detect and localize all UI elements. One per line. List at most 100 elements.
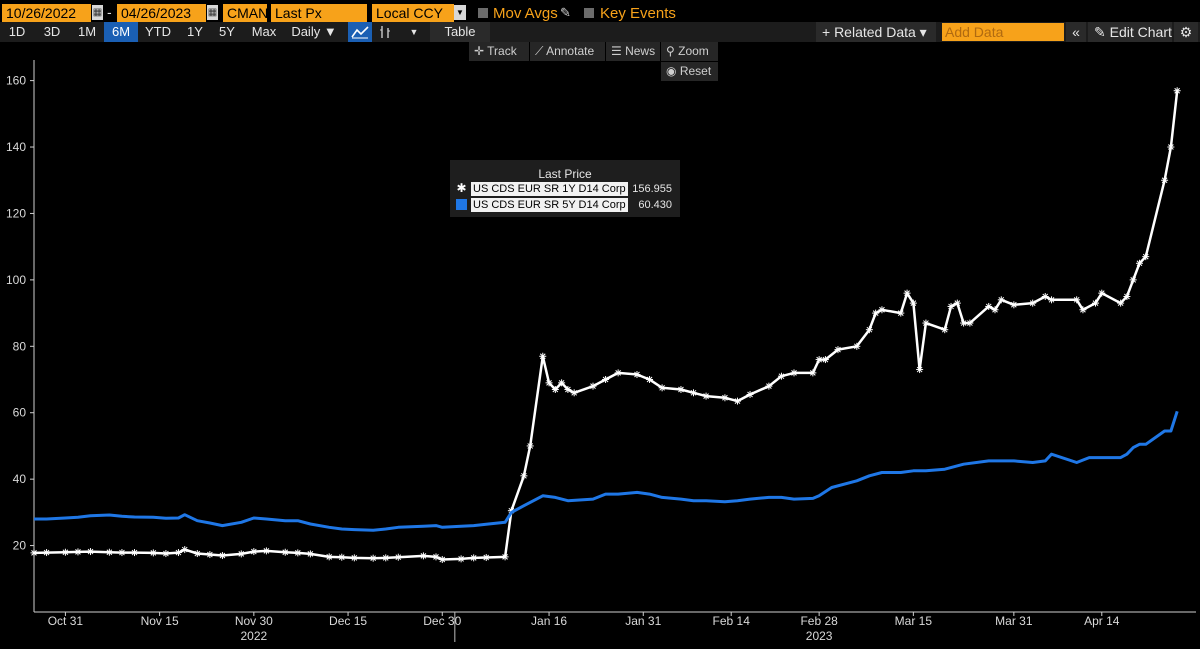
related-data-button[interactable]: + Related Data ▾ — [816, 22, 936, 42]
x-tick-label: Jan 16 — [531, 614, 567, 628]
chart-type-dropdown-icon[interactable]: ▼ — [409, 27, 419, 37]
legend-value-5y: 60.430 — [638, 199, 672, 211]
data-point-1y — [325, 553, 333, 561]
reset-icon: ◉ — [666, 64, 680, 78]
mov-avgs-label[interactable]: Mov Avgs — [493, 5, 558, 22]
x-tick-label: Feb 14 — [713, 614, 751, 628]
data-point-1y — [853, 342, 861, 350]
data-point-1y — [382, 554, 390, 562]
data-point-1y — [677, 385, 685, 393]
data-point-1y — [162, 550, 170, 558]
data-point-1y — [130, 549, 138, 557]
legend-marker-1y: ✱ — [456, 181, 467, 195]
data-point-1y — [149, 549, 157, 557]
data-point-1y — [602, 376, 610, 384]
range-button-1y[interactable]: 1Y — [187, 24, 203, 39]
gear-icon[interactable]: ⚙ — [1174, 22, 1198, 42]
data-point-1y — [809, 369, 817, 377]
data-point-1y — [790, 369, 798, 377]
data-point-1y — [526, 442, 534, 450]
chart-legend: Last Price ✱ US CDS EUR SR 1Y D14 Corp 1… — [450, 160, 680, 217]
collapse-icon[interactable]: « — [1066, 22, 1086, 42]
data-point-1y — [564, 385, 572, 393]
bar-chart-type-icon[interactable] — [374, 22, 396, 42]
pencil-icon[interactable]: ✎ — [560, 5, 571, 20]
data-point-1y — [105, 548, 113, 556]
key-events-label[interactable]: Key Events — [600, 5, 676, 22]
x-tick-label: Mar 31 — [995, 614, 1033, 628]
start-date-field[interactable]: 10/26/2022 — [2, 4, 91, 22]
data-point-1y — [87, 548, 95, 556]
annotate-icon: ⟋ — [535, 44, 547, 58]
data-point-1y — [250, 548, 258, 556]
data-point-1y — [1135, 259, 1143, 267]
data-point-1y — [61, 548, 69, 556]
range-button-5y[interactable]: 5Y — [219, 24, 235, 39]
data-point-1y — [721, 394, 729, 402]
news-label: News — [625, 44, 656, 58]
data-point-1y — [338, 553, 346, 561]
currency-dropdown-icon[interactable]: ▼ — [454, 5, 466, 20]
range-button-1d[interactable]: 1D — [8, 24, 26, 39]
data-point-1y — [960, 319, 968, 327]
data-point-1y — [690, 389, 698, 397]
line-chart-icon[interactable] — [348, 22, 372, 42]
y-tick-label: 100 — [6, 273, 26, 287]
cman-field[interactable]: CMAN — [223, 4, 267, 22]
currency-select[interactable]: Local CCY — [372, 4, 454, 22]
data-point-1y — [733, 397, 741, 405]
data-point-1y — [174, 549, 182, 557]
end-calendar-icon[interactable]: ▦ — [207, 5, 218, 20]
zoom-button[interactable]: ⚲ Zoom — [661, 42, 718, 61]
data-point-1y — [1123, 292, 1131, 300]
add-data-input[interactable] — [942, 23, 1064, 41]
data-point-1y — [1073, 296, 1081, 304]
data-point-1y — [1041, 292, 1049, 300]
data-point-1y — [507, 507, 515, 515]
end-date-field[interactable]: 04/26/2023 — [117, 4, 206, 22]
data-point-1y — [897, 309, 905, 317]
zoom-label: Zoom — [678, 44, 709, 58]
data-point-1y — [350, 554, 358, 562]
price-field[interactable]: Last Px — [271, 4, 367, 22]
range-button-1m[interactable]: 1M — [77, 24, 97, 39]
range-button-max[interactable]: Max — [251, 24, 277, 39]
legend-title: Last Price — [538, 167, 592, 181]
key-events-checkbox[interactable] — [584, 8, 594, 18]
data-point-1y — [470, 554, 478, 562]
data-point-1y — [570, 389, 578, 397]
data-point-1y — [1142, 253, 1150, 261]
reset-label: Reset — [679, 64, 712, 78]
data-point-1y — [834, 346, 842, 354]
annotate-button[interactable]: ⟋ Annotate — [530, 42, 605, 61]
data-point-1y — [646, 376, 654, 384]
data-point-1y — [218, 552, 226, 560]
legend-swatch-5y — [456, 199, 467, 210]
news-button[interactable]: ☰ News — [606, 42, 660, 61]
track-button[interactable]: ✛ Track — [469, 42, 529, 61]
range-button-ytd[interactable]: YTD — [145, 24, 171, 39]
mov-avgs-checkbox[interactable] — [478, 8, 488, 18]
reset-button[interactable]: ◉ Reset — [661, 62, 718, 81]
date-separator: - — [107, 4, 112, 20]
data-point-1y — [997, 296, 1005, 304]
y-tick-label: 40 — [13, 472, 27, 486]
x-tick-label: Jan 31 — [625, 614, 661, 628]
data-point-1y — [482, 554, 490, 562]
data-point-1y — [262, 547, 270, 555]
data-point-1y — [746, 390, 754, 398]
legend-value-1y: 156.955 — [632, 183, 672, 195]
range-button-6m[interactable]: 6M — [104, 22, 138, 42]
table-button[interactable]: Table — [430, 22, 490, 42]
range-button-3d[interactable]: 3D — [43, 24, 61, 39]
start-calendar-icon[interactable]: ▦ — [92, 5, 103, 20]
data-point-1y — [206, 551, 214, 559]
data-point-1y — [74, 548, 82, 556]
data-point-1y — [821, 356, 829, 364]
annotate-label: Annotate — [546, 44, 595, 58]
data-point-1y — [237, 550, 245, 558]
edit-chart-button[interactable]: ✎ Edit Chart — [1088, 22, 1172, 42]
frequency-select[interactable]: Daily ▼ — [291, 24, 337, 39]
data-point-1y — [922, 319, 930, 327]
